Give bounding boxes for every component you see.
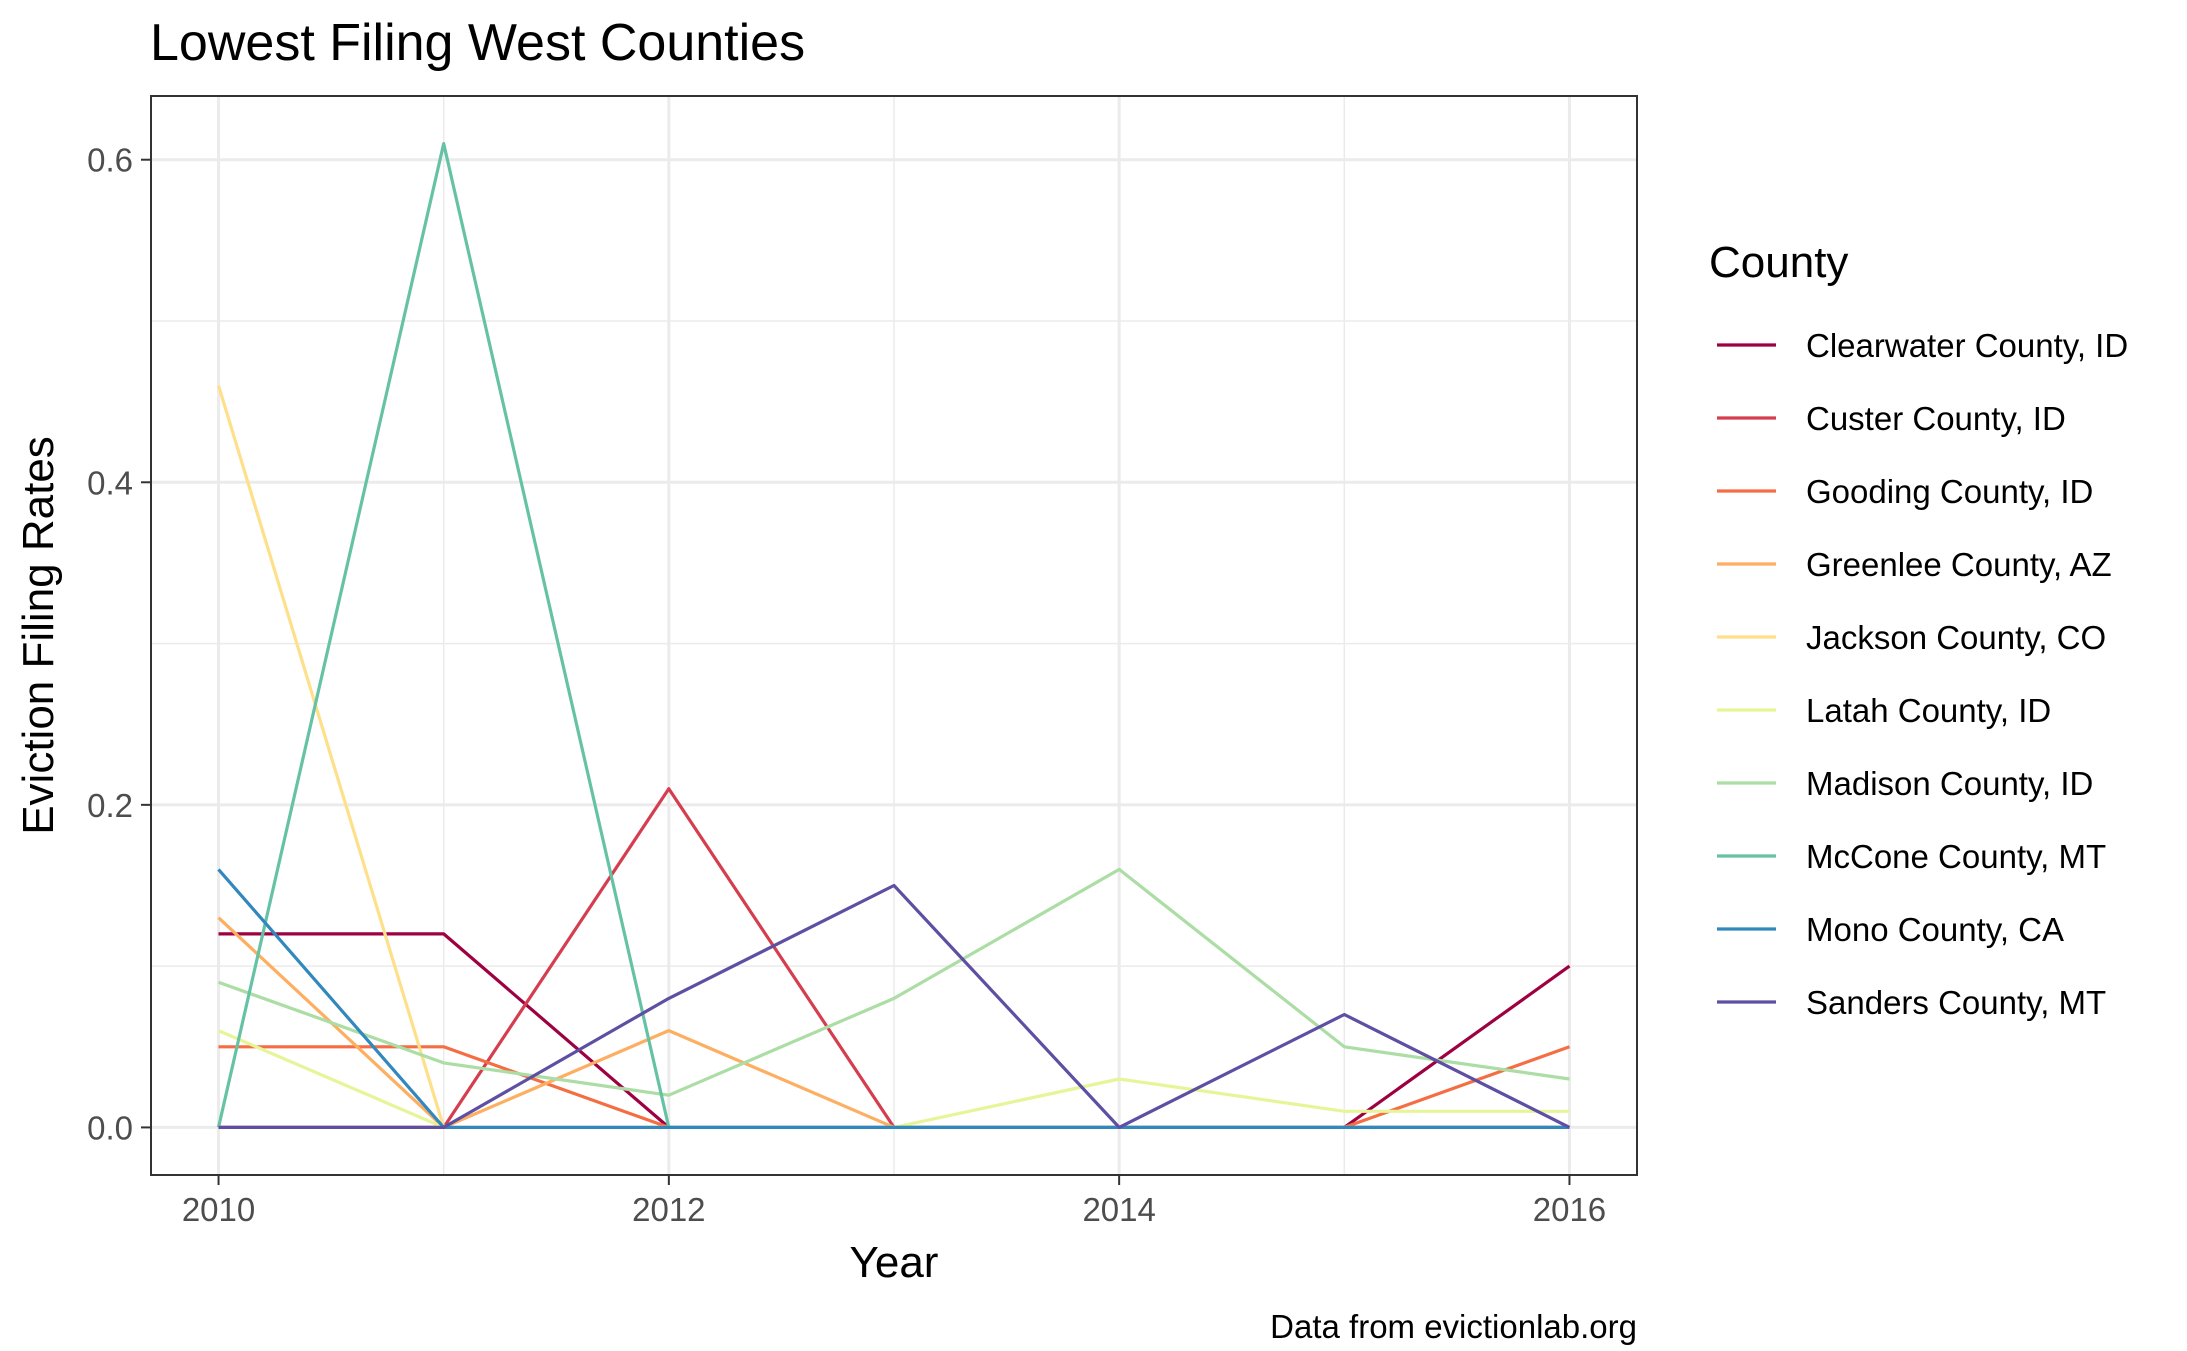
legend-label: Latah County, ID bbox=[1806, 692, 2051, 729]
grid bbox=[151, 96, 1637, 1175]
legend-label: McCone County, MT bbox=[1806, 838, 2106, 875]
legend-label: Madison County, ID bbox=[1806, 765, 2093, 802]
legend-items: Clearwater County, ID Custer County, ID Go… bbox=[1717, 327, 2128, 1021]
legend-title: County bbox=[1709, 238, 1848, 287]
y-tick-label: 0.2 bbox=[87, 787, 133, 824]
legend: County Clearwater County, ID Custer Count… bbox=[1709, 238, 2128, 1021]
x-tick-label: 2016 bbox=[1533, 1191, 1606, 1228]
panel-border bbox=[150, 95, 1638, 1176]
x-tick-label: 2014 bbox=[1082, 1191, 1155, 1228]
chart-title: Lowest Filing West Counties bbox=[150, 14, 805, 72]
series-lines bbox=[216, 142, 1571, 1130]
legend-label: Mono County, CA bbox=[1806, 911, 2064, 948]
legend-label: Clearwater County, ID bbox=[1806, 327, 2128, 364]
legend-label: Sanders County, MT bbox=[1806, 984, 2106, 1021]
legend-label: Gooding County, ID bbox=[1806, 473, 2093, 510]
y-tick-label: 0.0 bbox=[87, 1109, 133, 1146]
legend-label: Greenlee County, AZ bbox=[1806, 546, 2112, 583]
series-line-madison-county-id bbox=[217, 867, 1570, 1097]
axes: 2010 2012 2014 2016 0.0 0.2 0.4 0.6 bbox=[87, 142, 1606, 1228]
legend-label: Custer County, ID bbox=[1806, 400, 2066, 437]
x-axis-title: Year bbox=[850, 1238, 939, 1287]
y-tick-label: 0.4 bbox=[87, 464, 133, 501]
y-tick-label: 0.6 bbox=[87, 142, 133, 179]
y-axis-title: Eviction Filing Rates bbox=[14, 436, 63, 835]
caption: Data from evictionlab.org bbox=[1270, 1308, 1637, 1345]
x-tick-label: 2012 bbox=[632, 1191, 705, 1228]
series-line-sanders-county-mt bbox=[218, 883, 1571, 1130]
x-tick-label: 2010 bbox=[182, 1191, 255, 1228]
legend-label: Jackson County, CO bbox=[1806, 619, 2106, 656]
